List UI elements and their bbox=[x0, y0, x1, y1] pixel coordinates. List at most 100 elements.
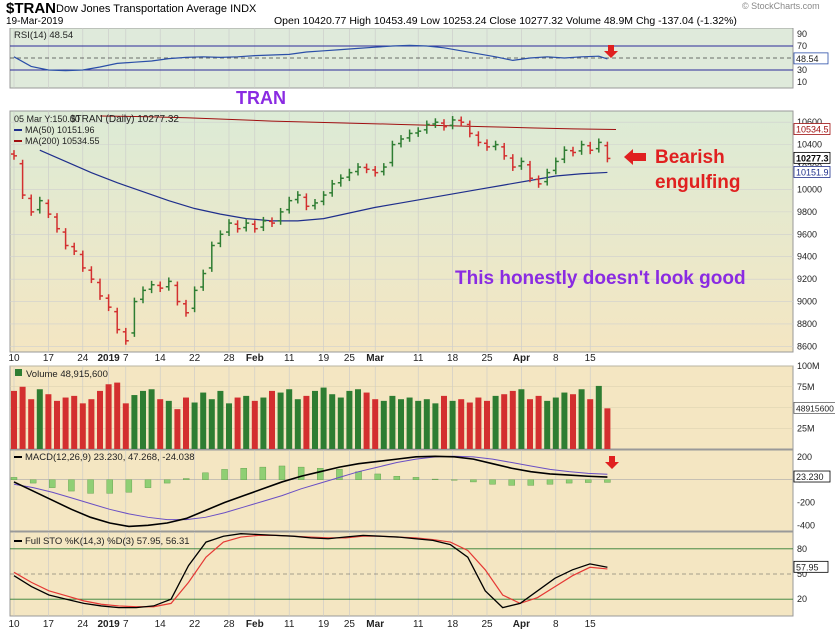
volume-bar bbox=[294, 399, 301, 449]
sto-value-box bbox=[793, 560, 829, 573]
sto-tick-label: 80 bbox=[797, 544, 807, 554]
x-tick-label: Feb bbox=[246, 619, 264, 630]
macd-histogram-bar bbox=[49, 479, 56, 488]
volume-bar bbox=[114, 382, 121, 449]
sto-k-line bbox=[13, 533, 608, 609]
volume-bar bbox=[518, 389, 525, 449]
macd-histogram-bar bbox=[87, 479, 94, 494]
volume-bar bbox=[191, 402, 198, 449]
macd-histogram-bar bbox=[240, 468, 247, 480]
volume-bar bbox=[466, 402, 473, 449]
x-tick-label: 17 bbox=[43, 619, 55, 630]
volume-bar bbox=[527, 399, 533, 449]
macd-tick-label: -200 bbox=[797, 497, 815, 507]
x-tick-label: 19 bbox=[318, 619, 330, 630]
ma50-legend: MA(50) 10151.96 bbox=[25, 125, 95, 135]
x-tick-label: 24 bbox=[77, 619, 89, 630]
macd-tick-label: 200 bbox=[797, 452, 812, 462]
volume-bar bbox=[432, 403, 439, 449]
x-tick-label: 11 bbox=[413, 619, 424, 630]
volume-bar bbox=[200, 392, 207, 449]
volume-bar bbox=[303, 395, 310, 449]
volume-bar bbox=[11, 390, 17, 449]
volume-bar bbox=[406, 397, 413, 449]
volume-bar bbox=[28, 399, 35, 449]
x-tick-label: Feb bbox=[246, 353, 264, 364]
macd-histogram-bar bbox=[412, 477, 420, 480]
volume-bar bbox=[346, 390, 353, 449]
rsi-tick-label: 70 bbox=[797, 41, 807, 51]
macd-histogram-bar bbox=[336, 469, 343, 480]
macd-histogram-bar bbox=[546, 479, 554, 485]
volume-bar bbox=[320, 387, 327, 449]
annotation-engulfing: engulfing bbox=[655, 172, 741, 193]
volume-tick-label: 100M bbox=[797, 361, 820, 371]
x-tick-label: 18 bbox=[447, 619, 459, 630]
macd-tick-label: -400 bbox=[797, 520, 815, 530]
volume-bar bbox=[380, 400, 387, 449]
ma200-legend: MA(200) 10534.55 bbox=[25, 136, 100, 146]
x-tick-label: 28 bbox=[223, 619, 235, 630]
volume-bar bbox=[260, 397, 267, 449]
x-tick-label: Apr bbox=[513, 353, 530, 364]
volume-bar bbox=[363, 392, 370, 449]
volume-bar bbox=[208, 399, 215, 449]
x-tick-label: 14 bbox=[155, 353, 167, 364]
x-tick-label: 17 bbox=[43, 353, 55, 364]
volume-bar bbox=[269, 390, 275, 449]
volume-bar bbox=[449, 400, 456, 449]
volume-value-box bbox=[793, 402, 835, 414]
volume-bar bbox=[105, 384, 112, 449]
price-panel bbox=[9, 110, 794, 353]
x-tick-label: 15 bbox=[585, 619, 597, 630]
price-tick-label: 10400 bbox=[797, 140, 822, 150]
volume-bar bbox=[578, 389, 585, 449]
price-legend: $TRAN (Daily) 10277.32 bbox=[70, 114, 179, 125]
price-tick-label: 9600 bbox=[797, 229, 817, 239]
x-tick-label: 10 bbox=[8, 619, 20, 630]
x-tick-label: 14 bbox=[155, 619, 167, 630]
macd-value-box bbox=[793, 470, 831, 483]
sto-legend: Full STO %K(14,3) %D(3) 57.95, 56.31 bbox=[25, 536, 190, 547]
x-tick-label: Apr bbox=[513, 619, 530, 630]
overlay-label: 05 Mar Y:150.00 bbox=[14, 114, 80, 124]
volume-bar bbox=[484, 400, 490, 449]
price-tick-label: 10600 bbox=[797, 117, 822, 127]
volume-bar bbox=[398, 399, 404, 449]
rsi-legend: RSI(14) 48.54 bbox=[14, 30, 73, 41]
volume-bar bbox=[329, 394, 336, 449]
volume-bar bbox=[251, 400, 258, 449]
volume-bar bbox=[509, 390, 516, 449]
macd-histogram-bar bbox=[297, 466, 305, 480]
macd-histogram-bar bbox=[431, 478, 439, 480]
x-tick-label: 24 bbox=[77, 353, 89, 364]
price-value-label: 10151.9 bbox=[796, 167, 829, 177]
chart-header: $TRAN Dow Jones Transportation Average I… bbox=[0, 0, 835, 28]
macd-panel bbox=[9, 449, 794, 532]
volume-bar bbox=[157, 399, 164, 449]
sto-d-line bbox=[13, 534, 608, 608]
volume-bar bbox=[286, 389, 293, 449]
volume-bar bbox=[587, 399, 594, 449]
ma50-line bbox=[39, 149, 608, 222]
macd-histogram-bar bbox=[183, 478, 190, 480]
x-tick-label: 18 bbox=[447, 353, 459, 364]
sto-tick-label: 20 bbox=[797, 594, 807, 604]
price-value-box bbox=[793, 166, 831, 178]
volume-bar bbox=[372, 399, 379, 449]
rsi-down-arrow bbox=[604, 45, 618, 58]
chart-date: 19-Mar-2019 bbox=[6, 16, 64, 27]
volume-bar bbox=[217, 390, 224, 449]
macd-histogram-bar bbox=[585, 479, 592, 483]
volume-bar bbox=[475, 397, 482, 449]
volume-bar bbox=[183, 397, 189, 449]
volume-bar bbox=[79, 403, 86, 449]
macd-histogram-bar bbox=[10, 477, 18, 480]
annotation-tran: TRAN bbox=[236, 88, 286, 108]
price-value-box bbox=[793, 151, 831, 164]
volume-bar bbox=[54, 400, 60, 449]
macd-histogram-bar bbox=[202, 472, 209, 480]
x-tick-label: 2019 bbox=[97, 353, 120, 364]
price-value-label: 10534.5 bbox=[796, 125, 829, 135]
